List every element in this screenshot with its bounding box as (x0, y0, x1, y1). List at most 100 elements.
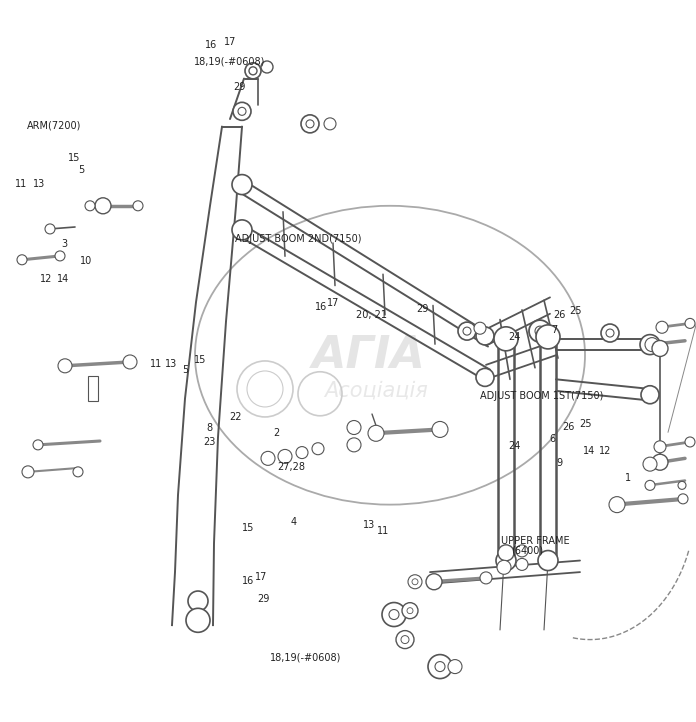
Circle shape (448, 660, 462, 674)
Text: 5: 5 (78, 165, 84, 175)
Text: 6: 6 (550, 434, 556, 444)
Bar (88, 376, 98, 401)
Circle shape (480, 572, 492, 584)
Circle shape (432, 422, 448, 438)
Text: 26: 26 (553, 310, 566, 320)
Text: 17: 17 (224, 37, 237, 46)
Circle shape (33, 440, 43, 450)
Text: 3: 3 (61, 239, 68, 249)
Text: 18,19(-#0608): 18,19(-#0608) (193, 57, 265, 66)
Text: 15: 15 (68, 153, 80, 162)
Circle shape (516, 545, 528, 557)
Circle shape (58, 359, 72, 373)
Circle shape (609, 497, 625, 513)
Circle shape (426, 574, 442, 590)
Text: 9: 9 (557, 458, 563, 468)
Circle shape (306, 120, 314, 128)
Circle shape (652, 341, 668, 357)
Circle shape (85, 201, 95, 211)
Text: 25: 25 (569, 306, 582, 316)
Text: 17: 17 (327, 298, 340, 308)
Circle shape (232, 175, 252, 195)
Circle shape (678, 482, 686, 490)
Circle shape (45, 224, 55, 234)
Circle shape (535, 326, 545, 336)
Circle shape (401, 635, 409, 643)
Text: 14: 14 (57, 274, 70, 284)
Text: 27,28: 27,28 (277, 462, 305, 471)
Text: 20, 21: 20, 21 (356, 310, 388, 320)
Circle shape (606, 329, 614, 337)
Circle shape (95, 198, 111, 214)
Circle shape (261, 61, 273, 73)
Text: 11: 11 (150, 359, 162, 369)
Circle shape (498, 545, 514, 561)
Circle shape (463, 327, 471, 335)
Text: 8: 8 (207, 423, 213, 432)
Circle shape (324, 118, 336, 130)
Circle shape (641, 386, 659, 404)
Circle shape (22, 466, 34, 478)
Text: 22: 22 (230, 412, 242, 422)
Text: 25: 25 (579, 419, 592, 429)
Circle shape (496, 551, 516, 570)
Text: (6400): (6400) (512, 545, 544, 555)
Circle shape (238, 108, 246, 116)
Circle shape (656, 321, 668, 334)
Text: 10: 10 (80, 256, 93, 266)
Circle shape (389, 609, 399, 619)
Circle shape (382, 603, 406, 627)
Circle shape (474, 322, 486, 334)
Circle shape (396, 630, 414, 648)
Circle shape (301, 115, 319, 133)
Circle shape (73, 467, 83, 477)
Text: 17: 17 (255, 573, 267, 583)
Circle shape (245, 63, 261, 79)
Text: 7: 7 (551, 325, 557, 335)
Text: 13: 13 (363, 521, 376, 530)
Text: 1: 1 (625, 473, 631, 483)
Circle shape (678, 494, 688, 504)
Text: АГІА: АГІА (312, 334, 426, 377)
Text: 11: 11 (15, 179, 28, 189)
Circle shape (529, 320, 551, 342)
Text: 14: 14 (583, 446, 596, 456)
Circle shape (123, 355, 137, 369)
Text: 2: 2 (273, 428, 279, 438)
Circle shape (652, 454, 668, 470)
Circle shape (685, 318, 695, 329)
Circle shape (347, 420, 361, 435)
Circle shape (435, 661, 445, 671)
Circle shape (516, 558, 528, 570)
Circle shape (407, 608, 413, 614)
Text: ADJUST BOOM 1ST(7150): ADJUST BOOM 1ST(7150) (480, 391, 603, 401)
Text: 29: 29 (416, 305, 429, 315)
Circle shape (249, 67, 257, 75)
Circle shape (476, 368, 494, 386)
Circle shape (643, 457, 657, 471)
Text: 12: 12 (599, 446, 611, 456)
Text: 24: 24 (508, 332, 521, 342)
Circle shape (347, 438, 361, 452)
Text: 5: 5 (182, 365, 189, 375)
Text: ARM(7200): ARM(7200) (26, 121, 81, 131)
Text: 4: 4 (291, 518, 297, 528)
Circle shape (312, 443, 324, 455)
Circle shape (428, 655, 452, 679)
Text: 12: 12 (40, 274, 53, 284)
Circle shape (458, 322, 476, 340)
Circle shape (232, 220, 252, 240)
Circle shape (368, 425, 384, 441)
Text: 11: 11 (377, 526, 390, 536)
Circle shape (685, 437, 695, 447)
Text: UPPER FRAME: UPPER FRAME (501, 536, 570, 546)
Text: 18,19(-#0608): 18,19(-#0608) (270, 653, 342, 663)
Circle shape (538, 551, 558, 570)
Circle shape (402, 603, 418, 619)
Text: 29: 29 (258, 594, 270, 604)
Circle shape (133, 201, 143, 211)
Circle shape (233, 103, 251, 121)
Text: 29: 29 (233, 82, 246, 92)
Circle shape (186, 609, 210, 632)
Circle shape (476, 327, 494, 345)
